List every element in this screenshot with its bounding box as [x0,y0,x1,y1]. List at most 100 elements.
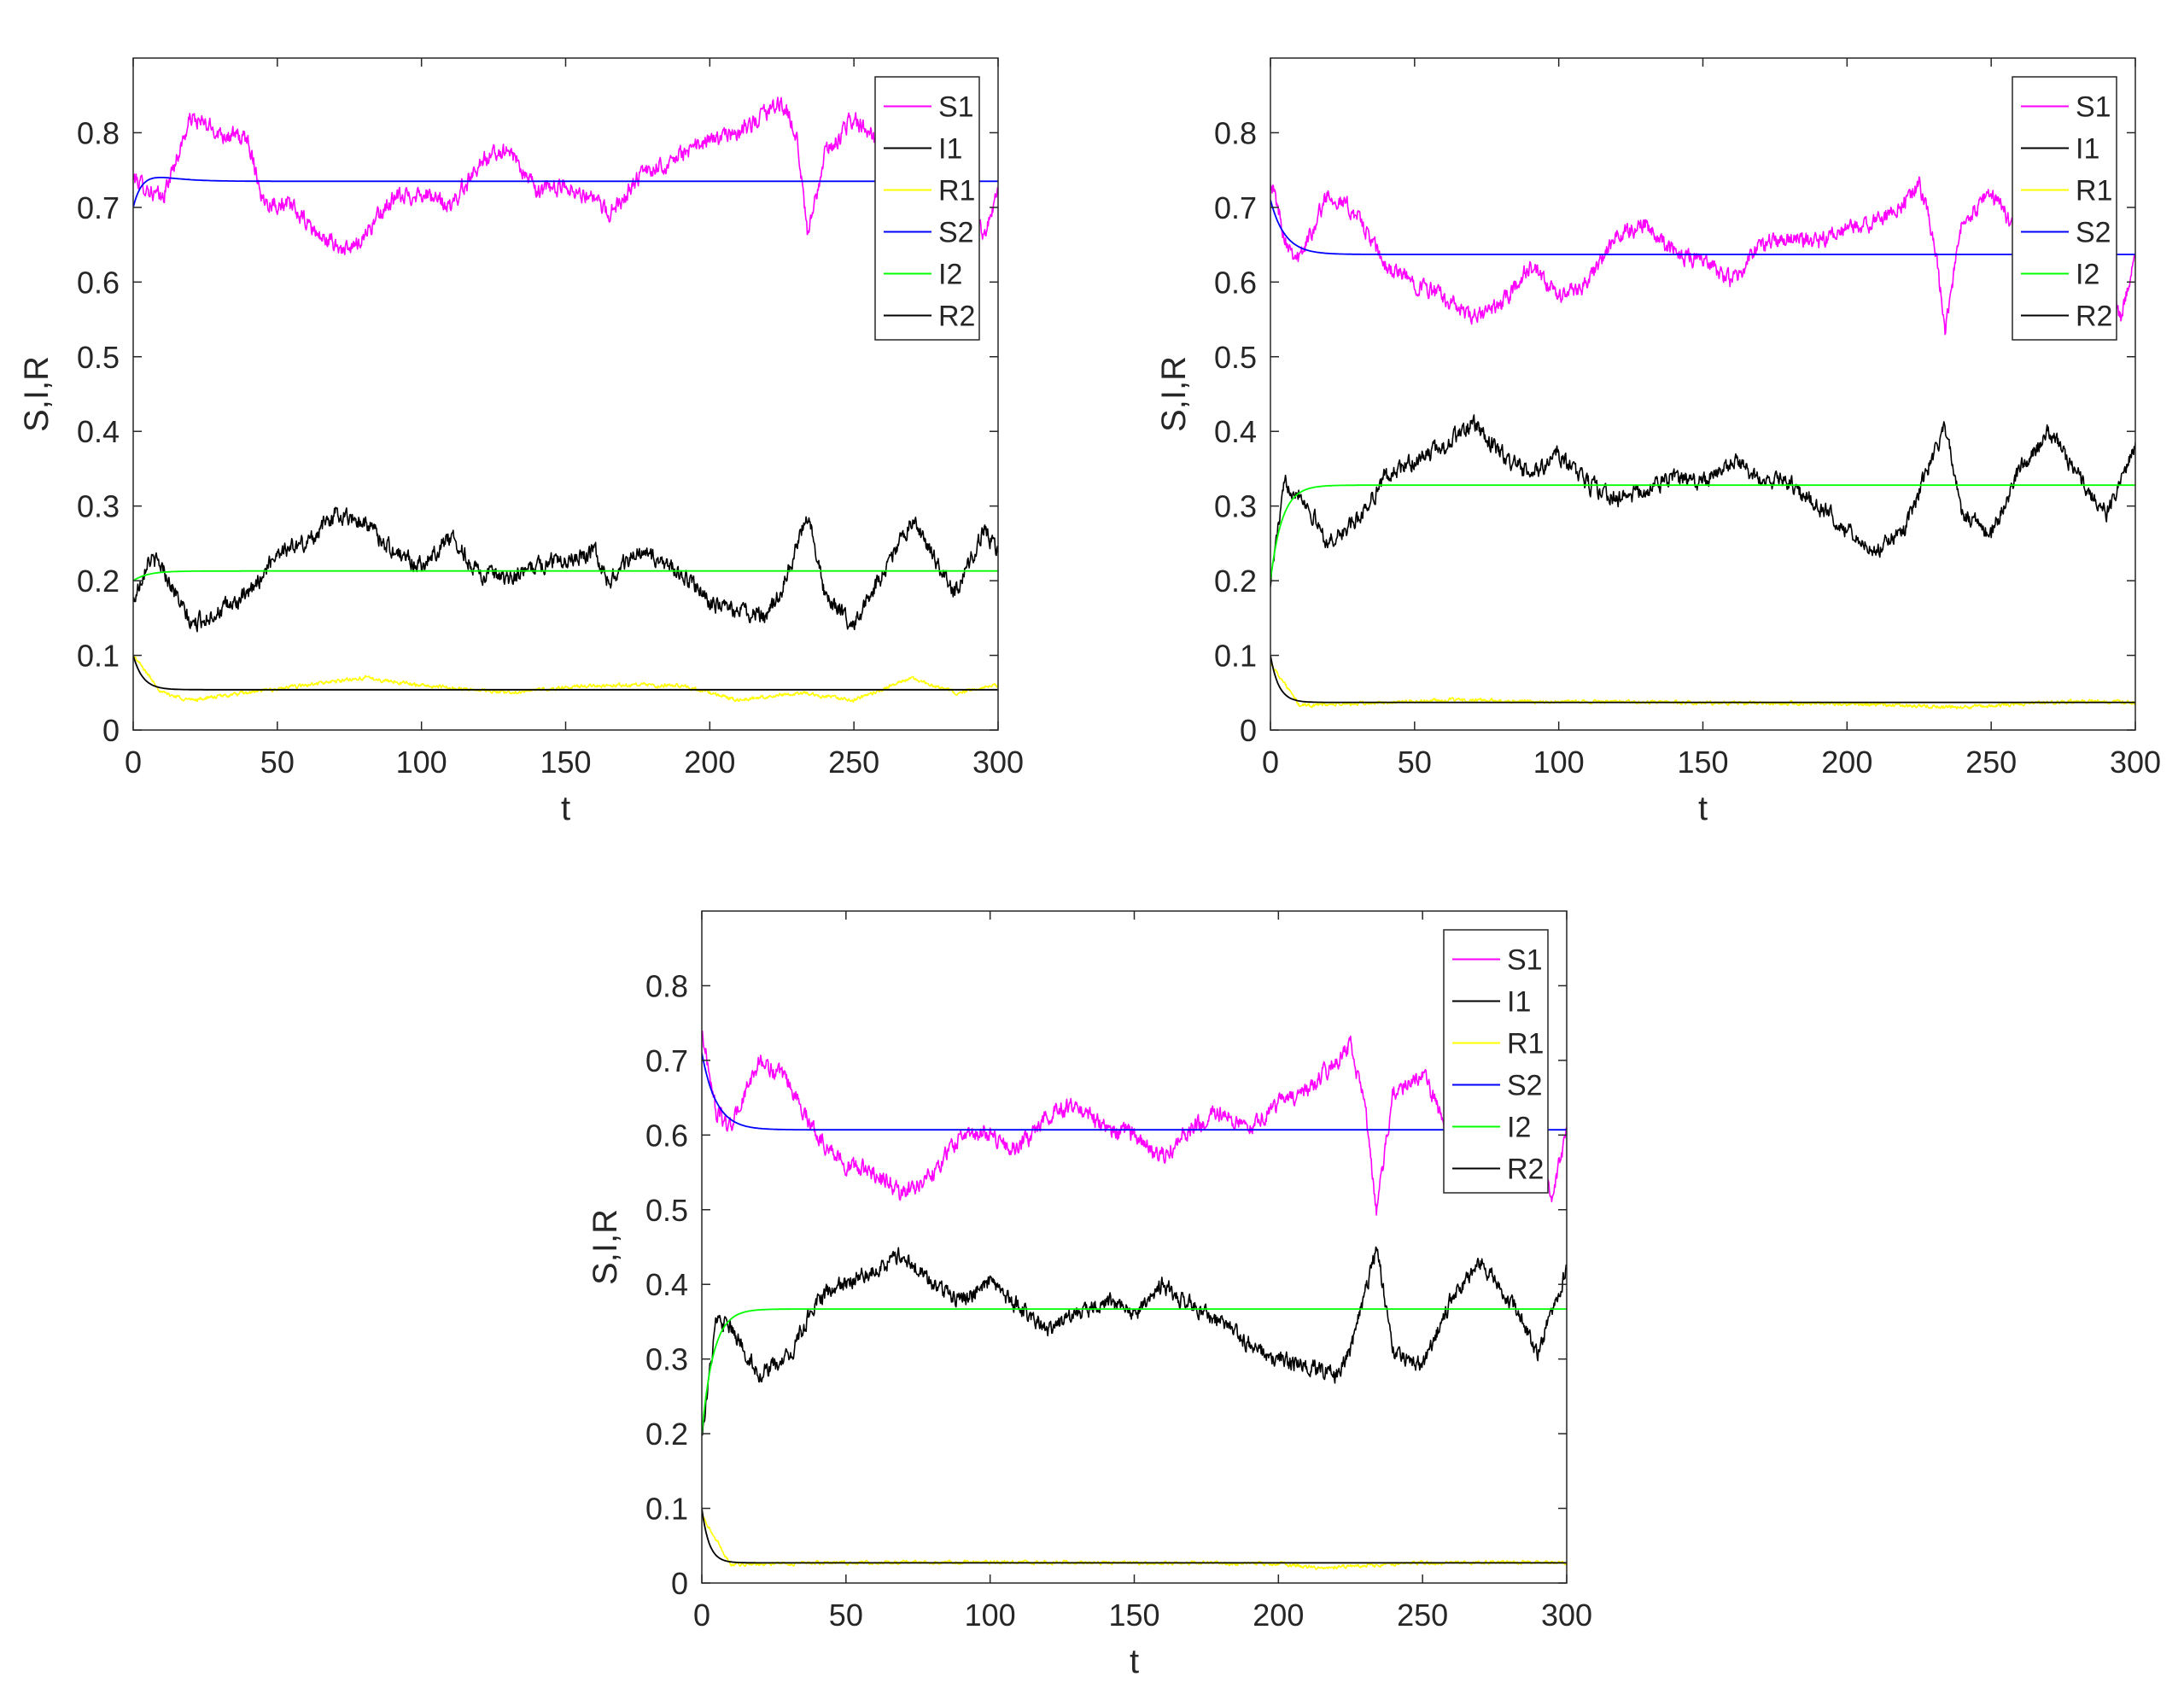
y-tick-label: 0 [671,1566,688,1601]
legend-label-i2: I2 [938,259,962,291]
y-tick-label: 0.5 [1214,340,1257,375]
x-axis-label: t [1130,1643,1139,1680]
series-group [702,1030,1567,1570]
legend-label-r1: R1 [1507,1028,1544,1060]
legend-label-i2: I2 [1507,1112,1531,1144]
series-line-i2 [702,1308,1567,1434]
chart-panel-top-left: 0 50 100 150 200 250 300 0 0.1 0.2 0.3 0.4 0.5 0.6 0.7… [18,57,1024,827]
series-line-i2 [133,570,998,581]
legend-label-i2: I2 [2076,259,2099,291]
x-tick-label: 200 [1821,745,1872,780]
x-tick-label: 100 [396,745,447,780]
y-tick-label: 0 [1240,713,1257,748]
series-line-r1 [133,654,998,703]
legend-label-r1: R1 [2076,175,2112,207]
legend-label-i1: I1 [1507,986,1531,1019]
legend-box [2012,76,2117,341]
legend-label-i1: I1 [938,133,962,166]
x-tick-label: 300 [2110,745,2161,780]
y-axis-label: S,I,R [587,1209,624,1285]
legend-label-r2: R2 [1507,1154,1544,1186]
y-tick-label: 0.5 [645,1193,688,1228]
x-tick-label: 250 [1965,745,2017,780]
series-line-r2 [1270,655,2135,704]
x-tick-label: 0 [1262,745,1279,780]
y-tick-label: 0.1 [1214,639,1257,674]
legend-label-s2: S2 [938,217,974,249]
y-tick-label: 0 [102,713,120,748]
y-tick-label: 0.7 [645,1043,688,1078]
y-tick-label: 0.6 [1214,265,1257,300]
x-tick-label: 200 [684,745,735,780]
y-tick-label: 0.7 [77,190,120,225]
series-line-s2 [1270,199,2135,255]
series-group [1270,176,2135,710]
plot-area [702,911,1567,1583]
y-tick-label: 0.4 [77,414,120,449]
y-tick-label: 0.1 [645,1492,688,1527]
y-tick-label: 0.6 [645,1118,688,1153]
legend-label-r2: R2 [938,301,975,333]
legend-box [874,76,980,341]
y-axis-label: S,I,R [18,356,55,432]
x-tick-label: 0 [125,745,142,780]
x-tick-label: 100 [965,1598,1016,1633]
y-tick-label: 0.2 [645,1417,688,1452]
y-tick-label: 0.5 [77,340,120,375]
y-tick-label: 0.8 [77,115,120,150]
x-axis-label: t [561,790,570,827]
y-tick-label: 0.2 [1214,564,1257,599]
legend: S1 I1 R1 S2 I2 R2 [2012,76,2117,341]
series-line-r2 [133,655,998,691]
x-tick-label: 0 [693,1598,710,1633]
y-tick-label: 0.7 [1214,190,1257,225]
y-tick-label: 0.2 [77,564,120,599]
y-tick-label: 0.4 [1214,414,1257,449]
plot-area [133,58,998,730]
chart-panel-top-right: 0 50 100 150 200 250 300 0 0.1 0.2 0.3 0.4 0.5 0.6 0.7… [1155,57,2161,827]
series-line-i2 [1270,484,2135,581]
chart-panels: 0 50 100 150 200 250 300 0 0.1 0.2 0.3 0.4 0.5 0.6 0.7… [18,57,2161,1680]
legend-label-s1: S1 [1507,944,1543,977]
plot-area [1270,58,2135,730]
x-tick-label: 300 [972,745,1024,780]
x-tick-label: 50 [1398,745,1432,780]
y-tick-label: 0.3 [1214,489,1257,524]
series-line-s2 [133,177,998,208]
x-tick-label: 100 [1533,745,1585,780]
x-tick-label: 150 [540,745,591,780]
y-tick-label: 0.8 [1214,115,1257,150]
series-line-r2 [702,1508,1567,1564]
legend: S1 I1 R1 S2 I2 R2 [1443,929,1549,1194]
x-tick-label: 50 [260,745,295,780]
y-tick-label: 0.1 [77,639,120,674]
y-tick-label: 0.6 [77,265,120,300]
series-line-s1 [1270,176,2135,336]
x-tick-label: 300 [1541,1598,1592,1633]
x-axis-label: t [1698,790,1708,827]
y-axis-label: S,I,R [1155,356,1193,432]
legend-label-i1: I1 [2076,133,2099,166]
y-tick-label: 0.3 [645,1342,688,1377]
y-tick-label: 0.8 [645,968,688,1003]
legend-label-s2: S2 [1507,1070,1543,1102]
legend-label-s1: S1 [2076,91,2111,124]
x-tick-label: 50 [829,1598,863,1633]
series-line-i1 [133,506,998,633]
legend: S1 I1 R1 S2 I2 R2 [874,76,980,341]
legend-label-r2: R2 [2076,301,2112,333]
y-tick-label: 0.3 [77,489,120,524]
x-tick-label: 150 [1677,745,1728,780]
legend-label-s2: S2 [2076,217,2111,249]
x-tick-label: 250 [1397,1598,1448,1633]
legend-box [1443,929,1549,1194]
series-line-i1 [1270,414,2135,587]
x-tick-label: 250 [828,745,879,780]
x-tick-label: 200 [1253,1598,1304,1633]
series-line-s1 [702,1030,1567,1216]
x-tick-label: 150 [1108,1598,1159,1633]
chart-panel-bottom: 0 50 100 150 200 250 300 0 0.1 0.2 0.3 0.4 0.5 0.6 0.7… [587,910,1592,1680]
series-group [133,96,998,703]
y-tick-label: 0.4 [645,1267,688,1302]
